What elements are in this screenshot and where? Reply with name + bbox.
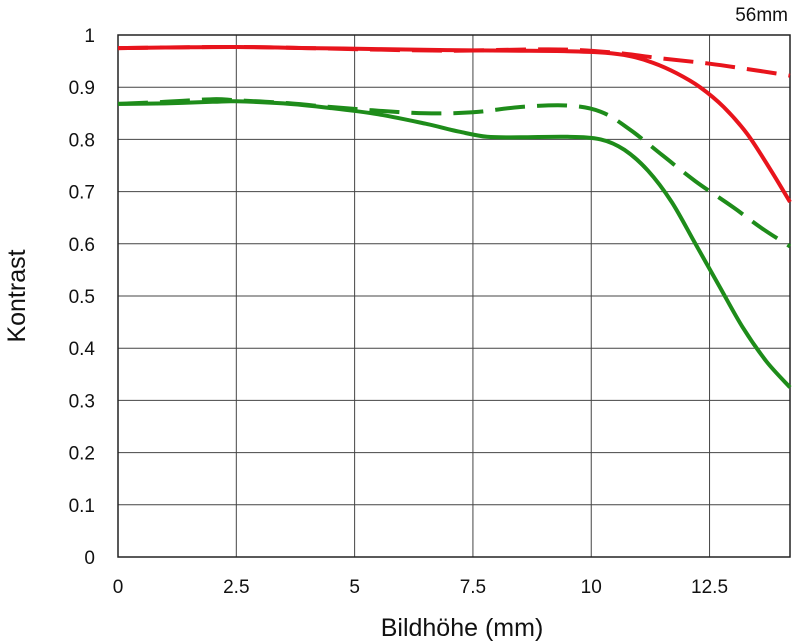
green-solid-series-line: [117, 99, 792, 389]
corner-label: 56mm: [735, 5, 788, 26]
x-tick-label: 5: [349, 577, 360, 598]
green-dashed-series-line: [117, 97, 792, 249]
y-tick-label: 0.5: [69, 287, 95, 308]
y-tick-label: 0.9: [69, 78, 95, 99]
x-tick-label: 0: [113, 577, 124, 598]
x-tick-label: 2.5: [223, 577, 249, 598]
y-tick-label: 0.6: [69, 235, 95, 256]
y-tick-label: 0.2: [69, 444, 95, 465]
y-tick-label: 0.7: [69, 183, 95, 204]
x-tick-label: 10: [581, 577, 602, 598]
y-tick-label: 1: [84, 26, 95, 47]
x-axis-label: Bildhöhe (mm): [381, 614, 544, 642]
y-axis-label: Kontrast: [3, 249, 31, 342]
y-tick-label: 0.8: [69, 130, 95, 151]
y-tick-label: 0.4: [69, 339, 96, 360]
y-tick-label: 0: [84, 548, 95, 569]
x-tick-labels: 0 2.5 5 7.5 10 12.5: [113, 577, 728, 598]
series-layer: [117, 44, 792, 389]
y-tick-label: 0.3: [69, 391, 95, 412]
plot-frame: [117, 34, 791, 558]
y-tick-label: 0.1: [69, 496, 95, 517]
x-tick-label: 7.5: [460, 577, 486, 598]
y-tick-labels: 0 0.1 0.2 0.3 0.4 0.5 0.6 0.7 0.8 0.9 1: [69, 26, 96, 569]
x-tick-label: 12.5: [691, 577, 728, 598]
red-solid-series-line: [117, 44, 792, 204]
